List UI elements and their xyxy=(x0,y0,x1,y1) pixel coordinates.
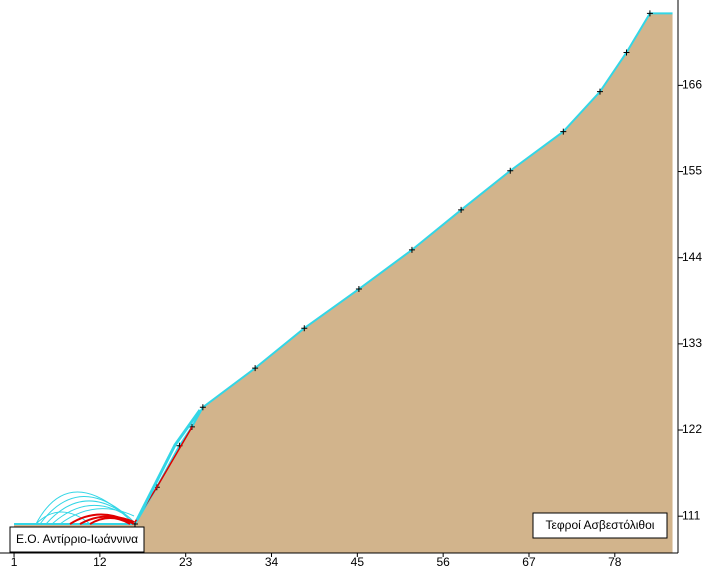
trajectory xyxy=(135,409,202,521)
point-marker xyxy=(596,88,603,95)
x-tick-label: 23 xyxy=(179,555,193,569)
ground xyxy=(14,13,673,554)
trajectory xyxy=(59,508,135,525)
trajectory xyxy=(35,511,91,525)
point-marker xyxy=(188,423,195,430)
y-tick-label: 166 xyxy=(682,78,702,92)
x-tick-label: 12 xyxy=(93,555,107,569)
point-marker xyxy=(458,206,465,213)
trajectories xyxy=(35,409,202,525)
annotation: Ε.Ο. Αντίρριο-Ιωάννινα xyxy=(16,532,138,546)
y-tick-label: 133 xyxy=(682,336,702,350)
label-box xyxy=(9,526,145,553)
point-marker xyxy=(646,10,653,17)
plot-area xyxy=(14,10,673,554)
trajectory xyxy=(89,517,131,525)
trajectory xyxy=(51,505,131,525)
point-marker xyxy=(355,286,362,293)
point-marker xyxy=(507,167,514,174)
point-marker xyxy=(199,404,206,411)
x-tick-label: 56 xyxy=(436,555,450,569)
y-tick-label: 111 xyxy=(682,508,701,522)
x-tick-label: 34 xyxy=(265,555,279,569)
trajectory xyxy=(69,513,135,525)
trajectory xyxy=(79,515,135,525)
point-marker xyxy=(408,246,415,253)
point-marker xyxy=(252,365,259,372)
x-tick-label: 78 xyxy=(608,555,622,569)
label-box xyxy=(532,512,668,539)
y-tick-label: 155 xyxy=(682,164,702,178)
x-tick-label: 67 xyxy=(522,555,536,569)
point-marker xyxy=(623,49,630,56)
y-tick-label: 144 xyxy=(682,250,702,264)
x-tick-label: 1 xyxy=(11,555,18,569)
point-marker xyxy=(560,128,567,135)
annotation: Τεφροί Ασβεστόλιθοι xyxy=(546,518,655,532)
point-marker xyxy=(301,325,308,332)
x-tick-label: 45 xyxy=(351,555,365,569)
y-tick-label: 122 xyxy=(682,422,702,436)
